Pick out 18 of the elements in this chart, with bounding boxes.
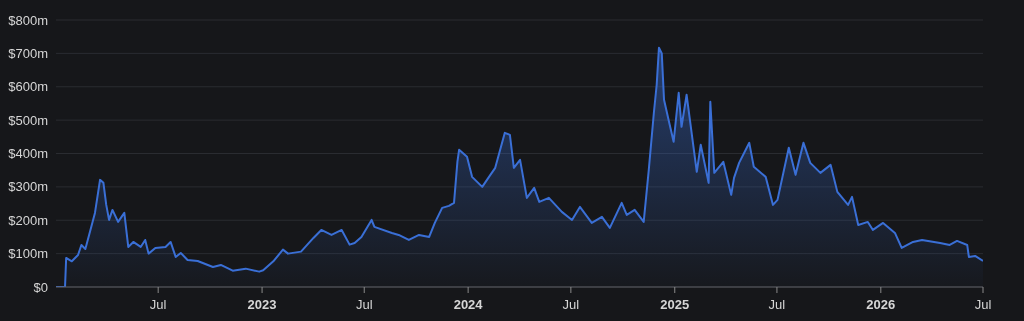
x-tick-label: Jul xyxy=(974,297,992,312)
y-tick-label: $400m xyxy=(8,146,48,162)
y-tick-label: $800m xyxy=(8,12,48,28)
y-tick-label: $0 xyxy=(33,279,48,295)
y-tick-label: $500m xyxy=(8,112,48,128)
y-tick-label: $300m xyxy=(8,179,48,195)
x-tick-label: Jul xyxy=(355,297,373,312)
y-tick-label: $200m xyxy=(8,212,48,228)
y-tick-label: $100m xyxy=(8,246,48,262)
y-tick-label: $700m xyxy=(8,45,48,61)
x-tick-label: 2026 xyxy=(866,297,896,312)
x-tick-label: 2025 xyxy=(660,297,690,312)
x-tick-label: Jul xyxy=(149,297,167,312)
y-tick-label: $600m xyxy=(8,79,48,95)
x-tick-label: Jul xyxy=(562,297,580,312)
x-tick-label: 2023 xyxy=(247,297,277,312)
x-tick-label: Jul xyxy=(768,297,786,312)
x-tick-label: 2024 xyxy=(453,297,484,312)
